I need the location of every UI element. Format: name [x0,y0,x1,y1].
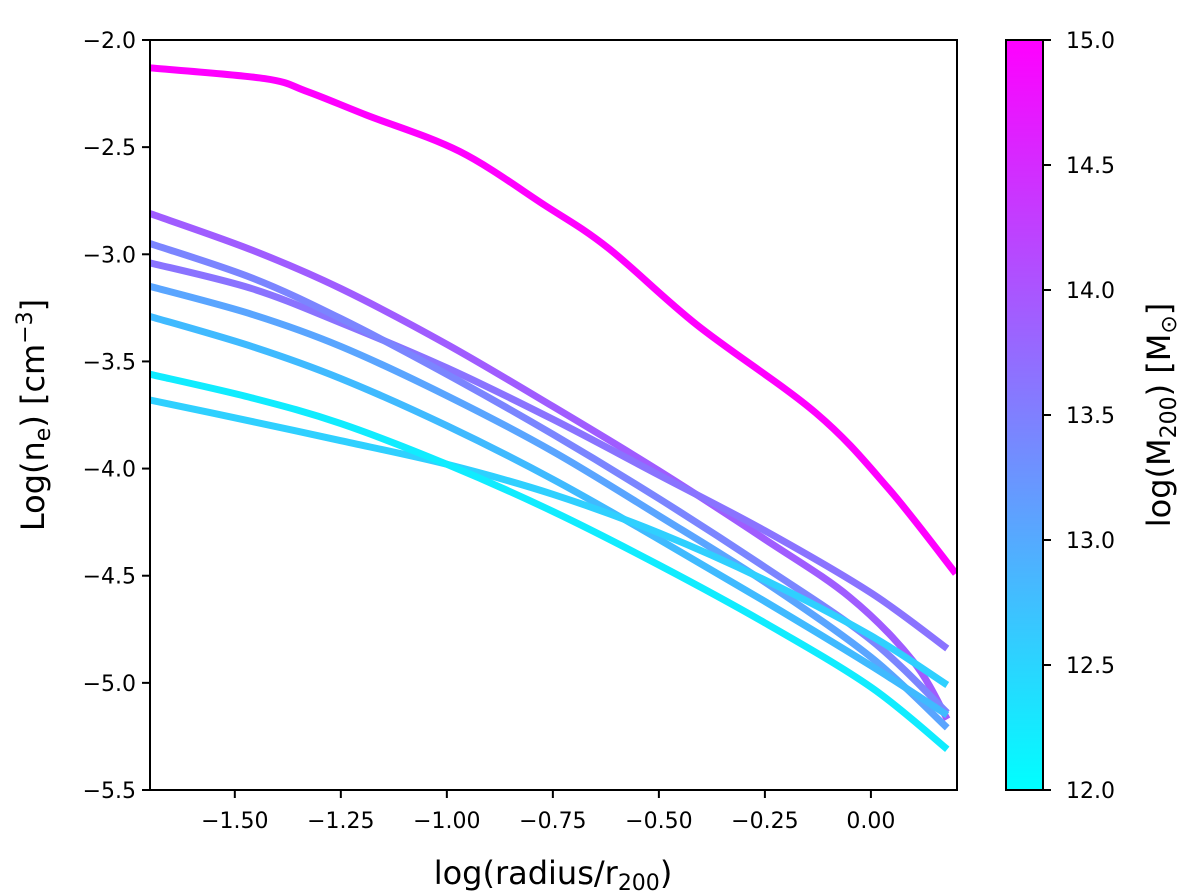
x-axis-label: log(radius/r200) [434,854,673,894]
colorbar-tick-label: 12.0 [1066,779,1115,804]
x-axis-ticks: −1.50 −1.25 −1.00 −0.75 −0.50 −0.25 0.00 [201,790,895,834]
series-line-7 [150,370,950,752]
series-layer [150,64,957,752]
x-tick-label: −1.25 [307,809,374,834]
colorbar-tick-label: 12.5 [1066,654,1115,679]
y-axis-ticks: −2.0 −2.5 −3.0 −3.5 −4.0 −4.5 −5.0 −5.5 [83,29,150,804]
series-line-2 [150,259,950,652]
x-tick-label: −0.25 [731,809,798,834]
plot-frame [149,39,958,791]
colorbar-tick-label: 14.0 [1066,279,1115,304]
x-tick-label: 0.00 [846,809,895,834]
series-line-4 [150,283,950,731]
x-tick-label: −1.50 [201,809,268,834]
y-tick-label: −3.5 [83,350,136,375]
colorbar [1005,39,1044,791]
colorbar-label: log(M200) [M⊙] [1140,303,1182,528]
y-tick-label: −2.5 [83,136,136,161]
series-line-1 [150,210,951,722]
colorbar-tick-label: 13.5 [1066,404,1115,429]
series-line-5 [150,313,950,718]
y-axis-label: Log(ne) [cm−3] [13,299,56,531]
colorbar-tick-label: 13.0 [1066,529,1115,554]
series-line-6 [150,396,950,688]
y-tick-label: −5.0 [83,672,136,697]
y-tick-label: −5.5 [83,779,136,804]
y-tick-label: −4.5 [83,565,136,590]
x-tick-label: −0.50 [625,809,692,834]
colorbar-tick-label: 15.0 [1066,29,1115,54]
colorbar-tick-label: 14.5 [1066,154,1115,179]
x-tick-label: −0.75 [519,809,586,834]
colorbar-ticks: 12.0 12.5 13.0 13.5 14.0 14.5 15.0 [1043,29,1115,804]
x-tick-label: −1.00 [413,809,480,834]
y-tick-label: −3.0 [83,243,136,268]
series-line-0 [150,64,957,576]
y-tick-label: −4.0 [83,458,136,483]
y-tick-label: −2.0 [83,29,136,54]
